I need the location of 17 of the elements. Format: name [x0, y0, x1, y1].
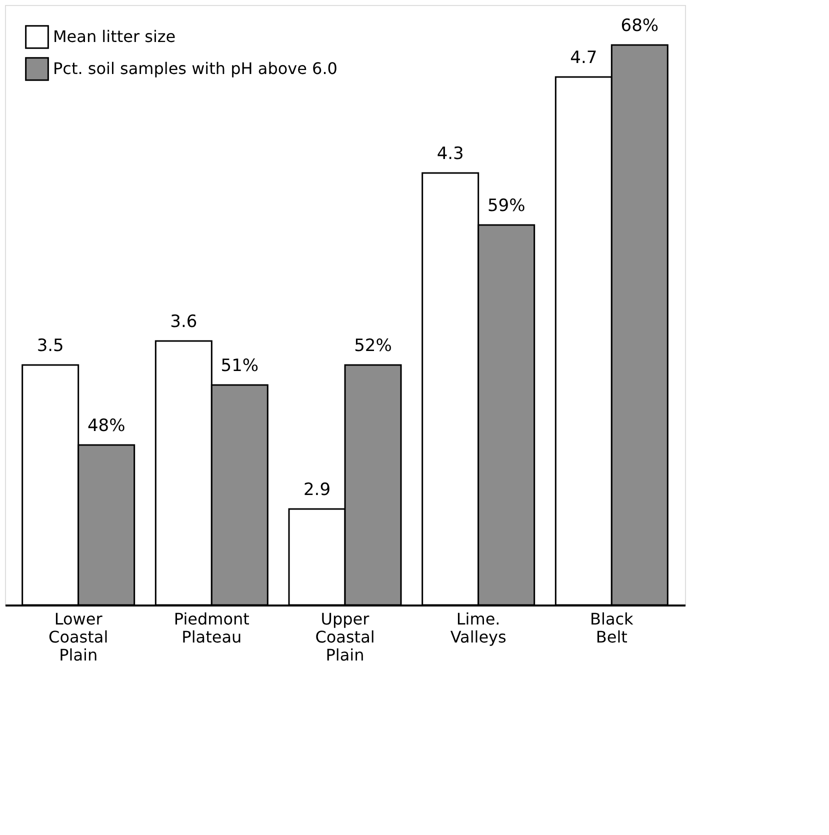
x-tick-label: Upper Coastal Plain	[315, 610, 375, 664]
data-label: 3.5	[36, 336, 64, 356]
legend-label: Mean litter size	[53, 27, 176, 46]
data-label: 4.7	[570, 48, 598, 68]
data-label: 4.3	[436, 144, 464, 164]
data-label: 48%	[87, 416, 126, 436]
x-tick-label: Black Belt	[590, 610, 634, 646]
x-tick-label: Lower Coastal Plain	[48, 610, 108, 664]
data-label: 68%	[620, 16, 659, 36]
x-tick-label: Lime. Valleys	[450, 610, 506, 646]
data-label: 51%	[220, 356, 259, 376]
x-tick-label: Piedmont Plateau	[174, 610, 250, 646]
legend-label: Pct. soil samples with pH above 6.0	[53, 59, 338, 78]
data-label: 59%	[487, 196, 526, 216]
data-label: 2.9	[303, 480, 331, 500]
data-label: 52%	[354, 336, 392, 356]
data-label: 3.6	[170, 312, 198, 332]
